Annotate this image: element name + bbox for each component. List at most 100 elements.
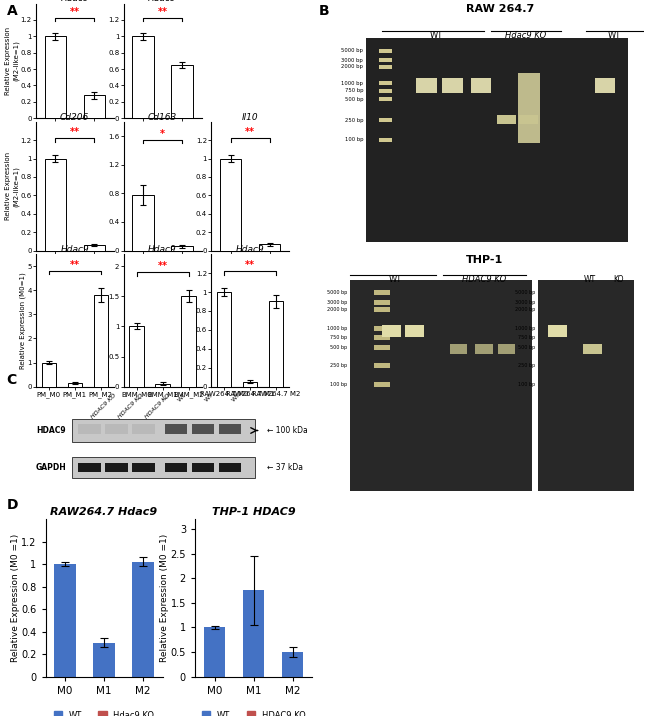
Text: **: ** [157, 261, 168, 271]
Title: Hdac9: Hdac9 [60, 245, 89, 254]
Title: Hdac9: Hdac9 [148, 245, 177, 254]
Text: 5000 bp: 5000 bp [515, 290, 535, 295]
Bar [204, 627, 226, 677]
Bar [243, 382, 257, 387]
Text: 100 bp: 100 bp [518, 382, 535, 387]
Bar [367, 39, 627, 243]
Bar [78, 463, 101, 473]
Y-axis label: Relative Expression
(M2-like=1): Relative Expression (M2-like=1) [5, 152, 19, 221]
Bar [374, 326, 390, 331]
Text: WT: WT [583, 275, 595, 284]
Text: WT: WT [231, 392, 241, 403]
Bar [538, 280, 634, 491]
Text: HDAC9 KO: HDAC9 KO [462, 275, 506, 284]
Y-axis label: Relative Expression (M0=1): Relative Expression (M0=1) [20, 272, 26, 369]
Text: WT: WT [430, 31, 443, 40]
Bar [517, 73, 540, 143]
Bar [471, 78, 491, 93]
Bar [382, 324, 402, 337]
Title: Hdac9: Hdac9 [236, 245, 265, 254]
Text: WT: WT [389, 275, 402, 284]
Bar [172, 65, 192, 118]
Bar [497, 115, 516, 124]
Bar [105, 463, 127, 473]
Text: 750 bp: 750 bp [330, 336, 347, 341]
Bar [583, 344, 602, 354]
Bar [219, 424, 241, 434]
Text: **: ** [70, 7, 80, 17]
Text: A: A [6, 4, 18, 18]
Bar [379, 138, 392, 142]
Text: GAPDH: GAPDH [36, 463, 66, 472]
Bar [192, 463, 215, 473]
Text: 2000 bp: 2000 bp [327, 307, 347, 312]
Text: **: ** [157, 7, 168, 17]
Text: 3000 bp: 3000 bp [341, 58, 363, 63]
Bar [219, 463, 241, 473]
Text: C: C [6, 372, 17, 387]
Bar [132, 424, 155, 434]
Bar [94, 295, 108, 387]
Bar [379, 89, 392, 92]
Text: 3000 bp: 3000 bp [327, 300, 347, 304]
Bar [374, 336, 390, 341]
Text: HDAC9 KO: HDAC9 KO [117, 392, 144, 420]
Bar [155, 384, 170, 387]
Bar [243, 591, 264, 677]
Text: Hdac9 KO: Hdac9 KO [505, 31, 546, 40]
Bar [44, 37, 66, 118]
Bar [350, 280, 532, 491]
Bar [519, 115, 538, 124]
Text: D: D [6, 498, 18, 512]
Bar [475, 344, 493, 354]
Title: Hdac9: Hdac9 [60, 0, 89, 4]
Text: ← 100 kDa: ← 100 kDa [266, 426, 307, 435]
Bar [44, 158, 66, 251]
Text: 250 bp: 250 bp [518, 363, 535, 368]
Bar [54, 564, 75, 677]
Bar [595, 78, 616, 93]
Bar [133, 37, 154, 118]
Text: 5000 bp: 5000 bp [341, 49, 363, 54]
Bar [72, 457, 255, 478]
Bar [105, 424, 127, 434]
Text: **: ** [70, 127, 80, 137]
Text: 2000 bp: 2000 bp [515, 307, 535, 312]
Title: Hdac9: Hdac9 [148, 0, 177, 4]
Bar [132, 463, 155, 473]
Bar [379, 49, 392, 53]
Legend: WT, Hdac9 KO: WT, Hdac9 KO [50, 707, 158, 716]
Bar [374, 345, 390, 350]
Y-axis label: Relative Expression
(M2-like=1): Relative Expression (M2-like=1) [5, 26, 19, 95]
Text: KO: KO [613, 275, 623, 284]
Bar [379, 58, 392, 62]
Bar [217, 292, 231, 387]
Text: *: * [160, 129, 165, 139]
Text: HDAC9 KO: HDAC9 KO [90, 392, 117, 420]
Text: 2000 bp: 2000 bp [341, 64, 363, 69]
Bar [42, 362, 56, 387]
Text: ← 37 kDa: ← 37 kDa [266, 463, 303, 472]
Text: WT: WT [177, 392, 188, 403]
Text: 5000 bp: 5000 bp [327, 290, 347, 295]
Text: THP-1: THP-1 [465, 255, 503, 265]
Bar [165, 424, 187, 434]
Bar [450, 344, 467, 354]
Text: HDAC9 KO: HDAC9 KO [144, 392, 171, 420]
Text: B: B [318, 4, 329, 18]
Bar [417, 78, 437, 93]
Bar [379, 81, 392, 85]
Bar [133, 195, 154, 251]
Title: RAW264.7 Hdac9: RAW264.7 Hdac9 [51, 507, 157, 517]
Bar [133, 562, 154, 677]
Bar [220, 158, 242, 251]
Text: 1000 bp: 1000 bp [515, 326, 535, 331]
Bar [181, 296, 196, 387]
Y-axis label: Relative Expression (M0 =1): Relative Expression (M0 =1) [10, 533, 20, 662]
Text: 100 bp: 100 bp [330, 382, 347, 387]
Bar [404, 324, 424, 337]
Y-axis label: Relative Expression (M0 =1): Relative Expression (M0 =1) [160, 533, 169, 662]
Text: WT: WT [204, 392, 214, 403]
Bar [83, 95, 105, 118]
Text: **: ** [245, 260, 255, 270]
